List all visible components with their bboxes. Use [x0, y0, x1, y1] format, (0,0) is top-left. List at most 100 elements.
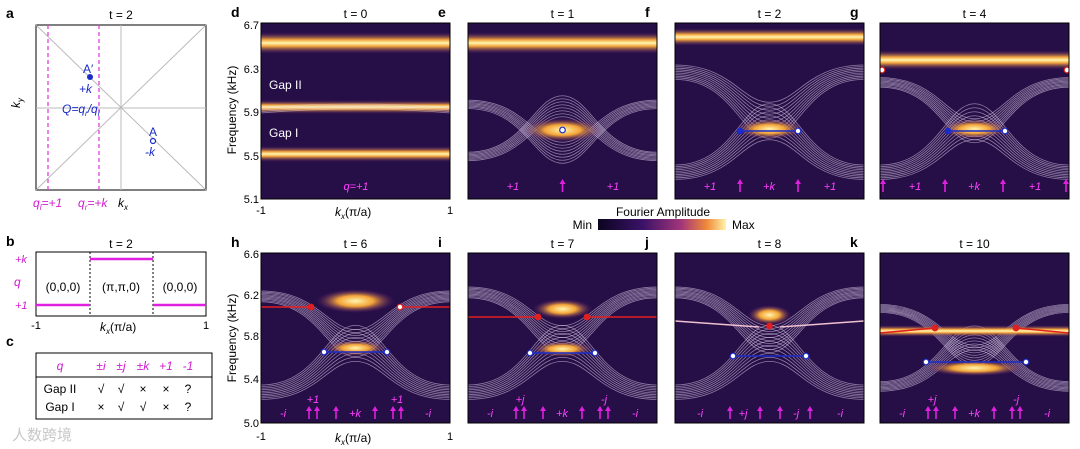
- state-marker: [559, 126, 566, 134]
- state-marker: [307, 303, 315, 311]
- arrow-icon: [952, 406, 958, 411]
- b-xlabel: kx(π/a): [100, 320, 136, 336]
- q-label: +j: [516, 394, 525, 406]
- eigen-curve: [261, 293, 450, 337]
- spectrum-panel-j: j t = 8 -i +j -j -i: [644, 234, 865, 424]
- eigen-curve: [675, 344, 864, 394]
- eigen-curve: [468, 95, 657, 153]
- q-ratio-label: Q=qr/ql: [62, 102, 100, 118]
- state-marker: [1012, 324, 1020, 332]
- q-label: +1: [307, 394, 320, 406]
- spectral-band: [261, 32, 450, 54]
- eigen-curve: [675, 107, 864, 167]
- q-label: +k: [968, 181, 980, 193]
- bottom-row-axes: Frequency (kHz) 6.6 6.2 5.8 5.4 5.0 -1 1…: [225, 249, 453, 447]
- eigen-curve: [261, 328, 450, 387]
- watermark: 人数跨境: [12, 426, 72, 444]
- eigen-curve: [468, 101, 657, 155]
- bottom-ylabel: Frequency (kHz): [225, 294, 239, 383]
- top-row-axes: Frequency (kHz) 6.7 6.3 5.9 5.5 5.1 -1 1…: [225, 20, 453, 221]
- q-label: +k: [763, 181, 775, 193]
- state-marker: [320, 348, 328, 356]
- state-marker: [591, 349, 599, 357]
- eigen-curve: [468, 328, 657, 387]
- arrow-icon: [777, 406, 783, 411]
- table-cell: √: [118, 400, 125, 414]
- eigen-curve: [468, 102, 657, 149]
- q-label: +1: [507, 181, 520, 193]
- b-ytick-top: +k: [15, 254, 27, 266]
- state-path: [779, 320, 864, 328]
- spectrum-haze: [261, 253, 450, 423]
- spectral-band: [880, 50, 1069, 70]
- eigen-curve: [675, 67, 864, 111]
- eigen-curve: [675, 295, 864, 348]
- plus-k-label: +k: [79, 82, 93, 96]
- spectral-band: [468, 32, 657, 54]
- q-label: +j: [928, 394, 937, 406]
- eigen-curve: [468, 324, 657, 386]
- eigen-curve: [880, 103, 1069, 166]
- eigen-curve: [675, 289, 864, 333]
- eigen-curve: [675, 352, 864, 397]
- eigen-curve: [675, 139, 864, 180]
- spectra-panels: d t = 0 Gap II Gap I q=+1 e t = 1 +1 +1 f t = 2 +1 +…: [231, 4, 1070, 424]
- eigen-curve: [261, 301, 450, 358]
- eigen-curve: [880, 139, 1069, 180]
- q-label: -j: [601, 394, 608, 406]
- spectrum-frame: [260, 252, 451, 424]
- spectrum-frame: [674, 252, 865, 424]
- eigen-curve: [880, 349, 1069, 392]
- eigen-curve: [261, 106, 450, 111]
- panel-title: t = 0: [344, 7, 368, 21]
- point-a-prime-dot: [87, 74, 93, 80]
- eigen-curve: [468, 116, 657, 161]
- eigen-curve: [880, 308, 1069, 356]
- spectrum-panel-h: h t = 6 -i +1 +k +1 -i: [231, 234, 451, 424]
- state-marker: [794, 127, 802, 135]
- q-label: +1: [1029, 181, 1042, 193]
- table-header-cell: ±k: [137, 359, 151, 373]
- spectrum-content: [468, 253, 657, 423]
- state-marker: [583, 313, 591, 321]
- state-marker: [931, 324, 939, 332]
- q-label: -i: [280, 408, 287, 420]
- eigen-curve: [675, 71, 864, 119]
- eigen-curve: [261, 104, 450, 109]
- panel-letter: h: [231, 234, 240, 250]
- arrow-icon: [521, 406, 527, 411]
- eigen-curve: [468, 104, 657, 155]
- spectral-band: [675, 28, 864, 46]
- eigen-curve: [261, 336, 450, 391]
- eigen-curve: [880, 307, 1069, 354]
- eigen-curve: [261, 107, 450, 112]
- spectral-hotspot: [532, 341, 593, 357]
- eigen-curve: [468, 336, 657, 391]
- arrow-icon: [880, 179, 886, 184]
- spectrum-panel-e: e t = 1 +1 +1: [438, 4, 658, 200]
- point-a-prime-label: A′: [83, 62, 94, 76]
- eigen-curve: [468, 104, 657, 157]
- xtick-max: 1: [447, 205, 453, 217]
- spectrum-frame: [879, 252, 1070, 424]
- eigen-curve: [675, 111, 864, 169]
- table-header-cell: -1: [183, 359, 194, 373]
- eigen-curve: [675, 297, 864, 354]
- table-cell: ?: [185, 400, 192, 414]
- state-marker: [1063, 66, 1069, 74]
- eigen-curve: [675, 292, 864, 342]
- state-marker: [1022, 358, 1030, 366]
- eigen-curve: [261, 356, 450, 399]
- eigen-curve: [880, 111, 1069, 169]
- spectrum-content: [468, 23, 657, 199]
- spectral-hotspot: [747, 305, 792, 325]
- spectral-hotspot: [532, 299, 593, 319]
- table-cell: √: [98, 382, 105, 396]
- arrow-icon: [540, 406, 546, 411]
- eigen-curve: [880, 309, 1069, 359]
- panel-title: t = 4: [963, 7, 987, 21]
- eigen-curve: [675, 290, 864, 336]
- state-marker: [880, 66, 886, 74]
- panel-b: b t = 2 (0,0,0) (π,π,0) (0,0,0) +k q +1 …: [6, 233, 209, 336]
- ytick: 5.1: [244, 194, 259, 206]
